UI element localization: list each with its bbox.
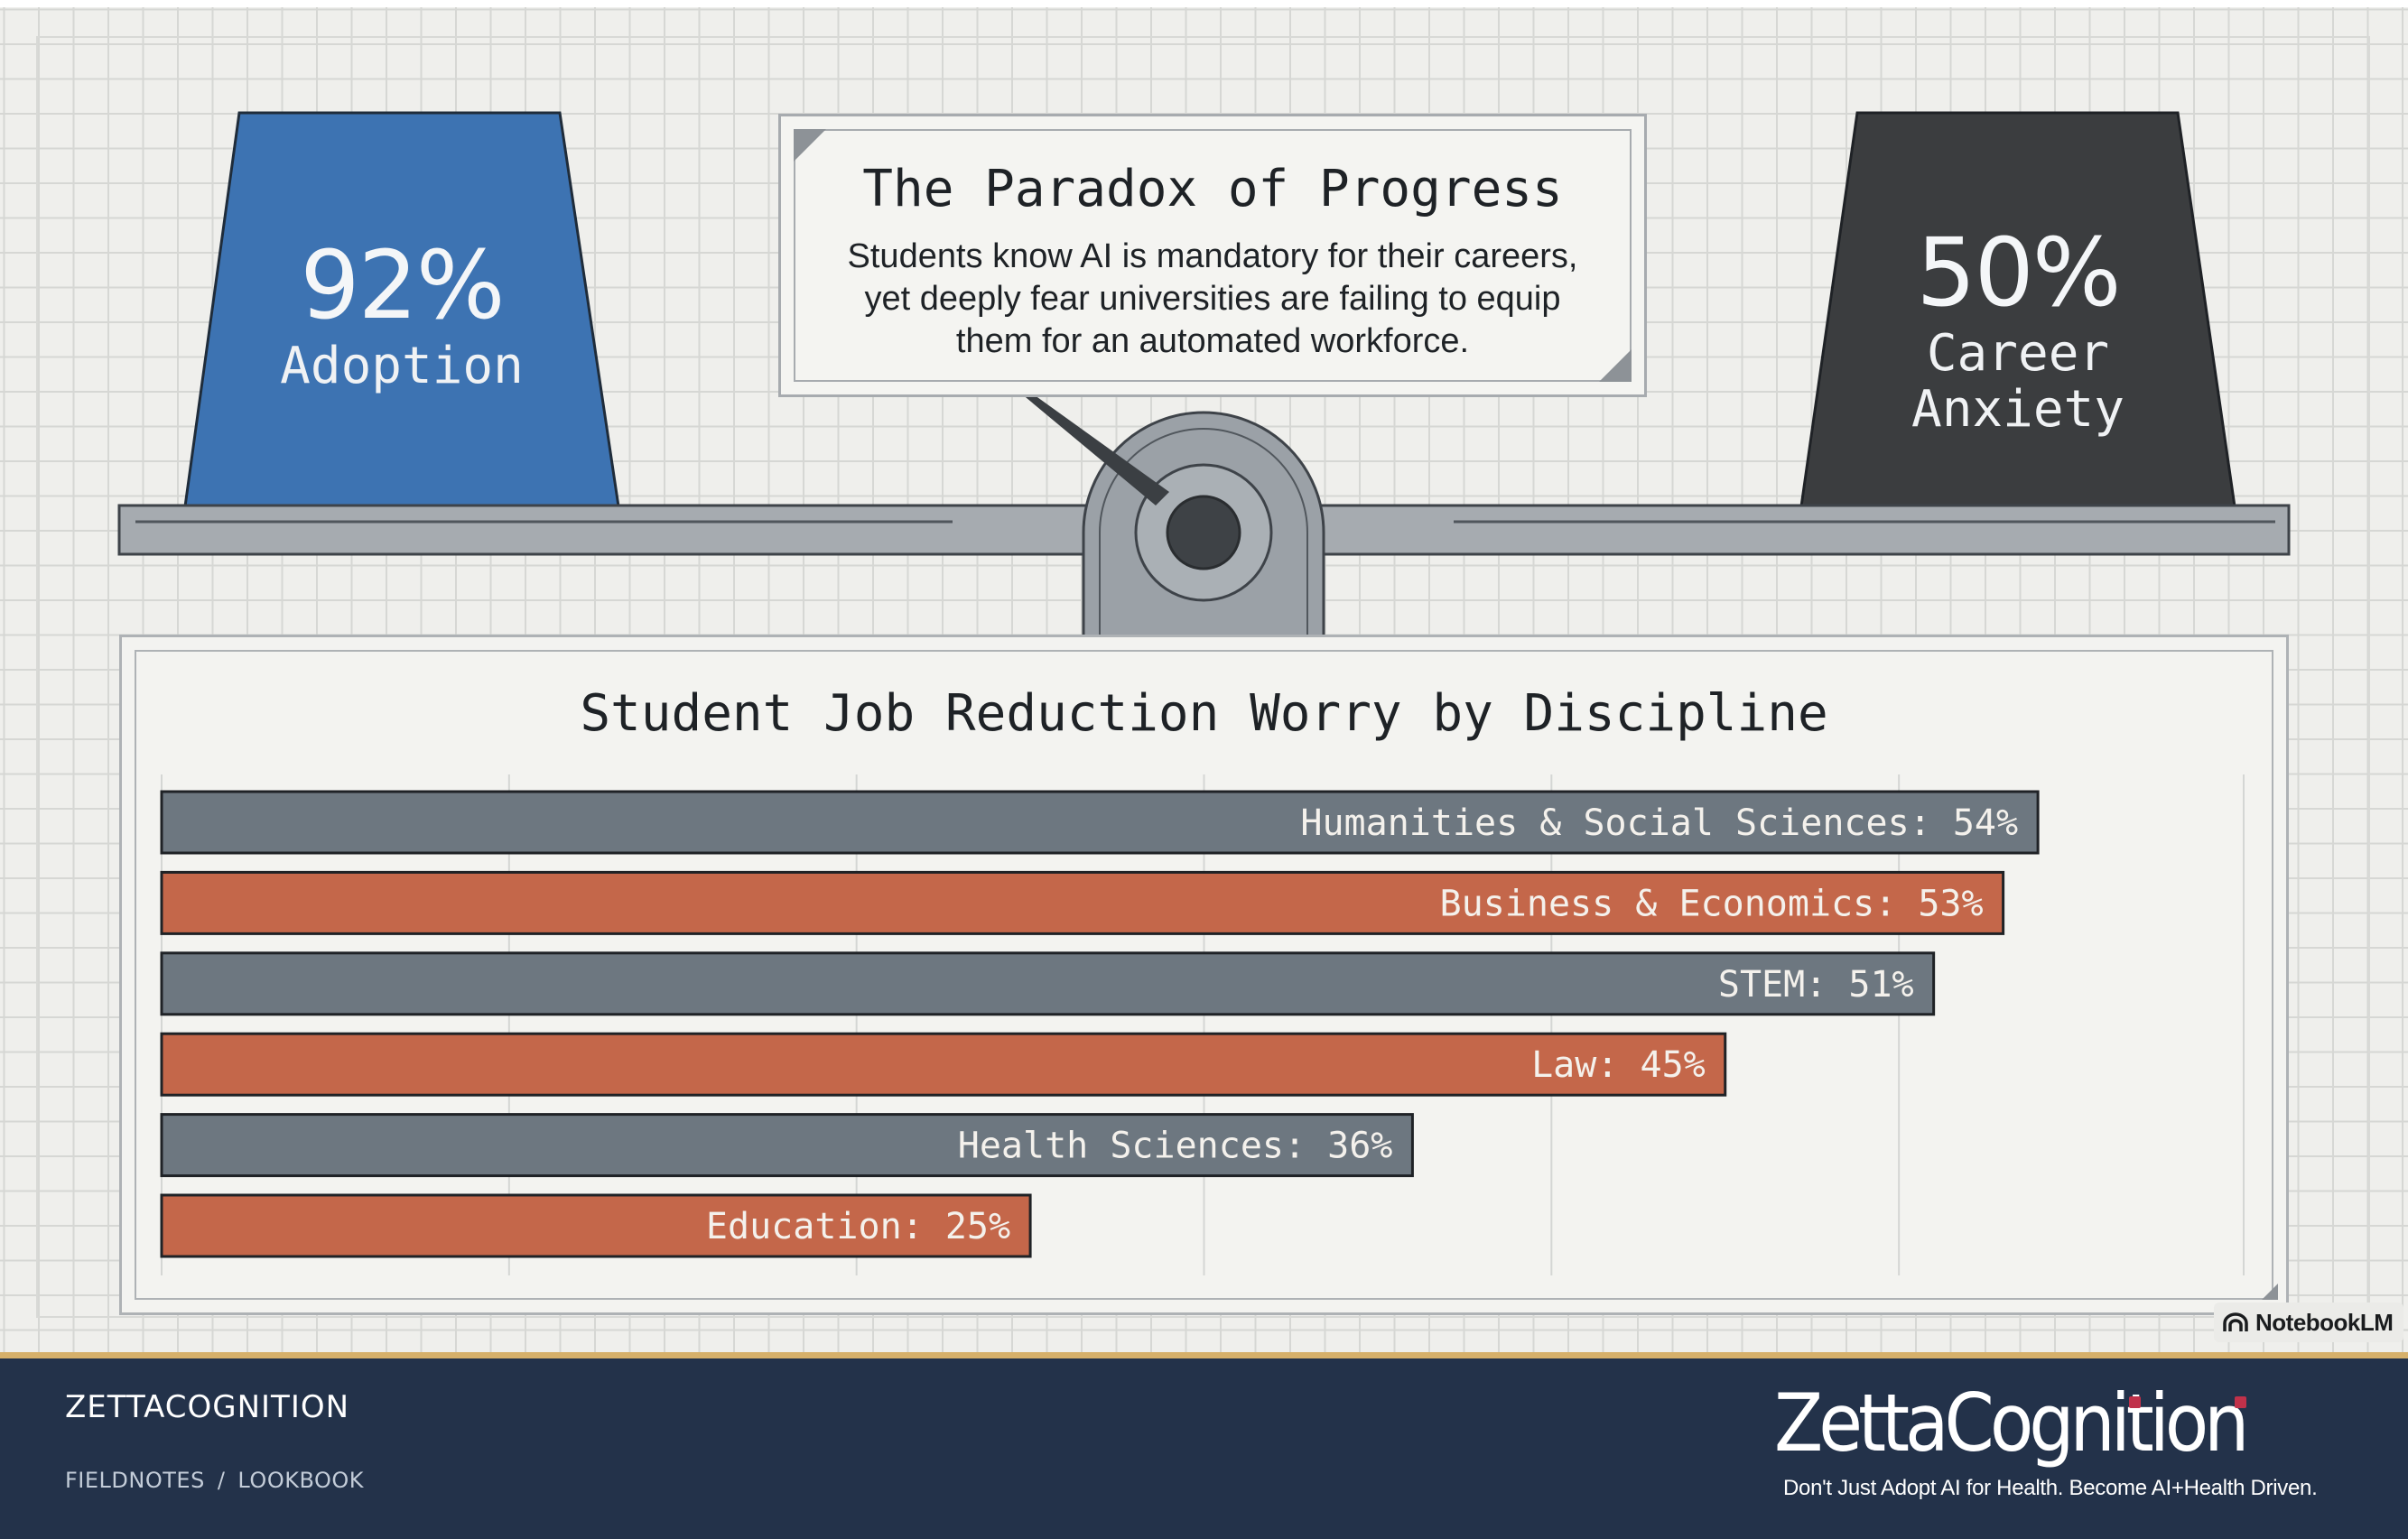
bar-label-3: Law: 45% bbox=[1531, 1044, 1706, 1086]
bar-1 bbox=[160, 870, 2005, 935]
footer-accent-line bbox=[0, 1352, 2408, 1358]
bar-label-2: STEM: 51% bbox=[1718, 964, 1914, 1006]
breadcrumb-separator: / bbox=[217, 1468, 226, 1493]
adoption-value: 92% bbox=[300, 230, 505, 340]
career-anxiety-label-line2: Anxiety bbox=[1911, 380, 2124, 439]
notebooklm-label: NotebookLM bbox=[2255, 1309, 2394, 1336]
pointer-needle bbox=[989, 366, 1169, 505]
notebooklm-icon bbox=[2223, 1312, 2248, 1331]
chart-title: Student Job Reduction Worry by Disciplin… bbox=[580, 684, 1828, 743]
bar-3 bbox=[160, 1032, 1727, 1097]
footer-tagline: Don't Just Adopt AI for Health. Become A… bbox=[1783, 1476, 2318, 1500]
bar-2 bbox=[160, 951, 1936, 1016]
callout-inner-frame bbox=[794, 129, 1632, 382]
adoption-weight: 92% Adoption bbox=[181, 111, 623, 508]
breadcrumb-fieldnotes[interactable]: FIELDNOTES bbox=[65, 1468, 205, 1493]
bar-label-5: Education: 25% bbox=[706, 1206, 1010, 1247]
logo-dot-1 bbox=[2129, 1396, 2141, 1408]
chart-corner-mark bbox=[2262, 1284, 2278, 1300]
callout-body-line2: yet deeply fear universities are failing… bbox=[864, 280, 1561, 318]
fulcrum-pin bbox=[1166, 495, 1241, 570]
callout-corner-marks bbox=[794, 129, 1632, 382]
notebooklm-badge: NotebookLM bbox=[2214, 1303, 2403, 1342]
logo-wordmark: ZettaCognition bbox=[1774, 1377, 2249, 1469]
career-anxiety-label-line1: Career bbox=[1926, 324, 2110, 383]
bar-label-1: Business & Economics: 53% bbox=[1440, 883, 1984, 924]
chart-panel-inner-frame bbox=[135, 650, 2273, 1300]
footer-brand: ZETTACOGNITION bbox=[65, 1389, 350, 1425]
callout-body: Students know AI is mandatory for their … bbox=[817, 236, 1608, 363]
bar-label-4: Health Sciences: 36% bbox=[958, 1126, 1393, 1167]
bar-0 bbox=[160, 790, 2040, 855]
callout-body-line1: Students know AI is mandatory for their … bbox=[847, 237, 1578, 275]
chart-bars: Humanities & Social Sciences: 54% Busines… bbox=[160, 790, 2040, 1258]
zettacognition-logo: ZettaCognition bbox=[1774, 1378, 2352, 1469]
fulcrum-inner-line bbox=[1099, 428, 1308, 650]
callout-body-line3: them for an automated workforce. bbox=[955, 322, 1470, 360]
logo-dot-2 bbox=[2235, 1396, 2246, 1408]
career-anxiety-weight: 50% Career Anxiety bbox=[1797, 111, 2239, 508]
bar-4 bbox=[160, 1113, 1414, 1178]
adoption-label: Adoption bbox=[280, 337, 524, 395]
footer: ZETTACOGNITION FIELDNOTES / LOOKBOOK Zetta… bbox=[0, 1358, 2408, 1539]
breadcrumb-lookbook[interactable]: LOOKBOOK bbox=[237, 1468, 365, 1493]
bar-5 bbox=[160, 1193, 1032, 1258]
breadcrumb: FIELDNOTES / LOOKBOOK bbox=[65, 1468, 364, 1493]
paradox-callout: The Paradox of Progress Students know AI… bbox=[778, 114, 1647, 397]
bar-label-0: Humanities & Social Sciences: 54% bbox=[1300, 802, 2018, 844]
chart-gridlines bbox=[161, 774, 2245, 1275]
callout-title: The Paradox of Progress bbox=[862, 160, 1563, 218]
career-anxiety-value: 50% bbox=[1916, 218, 2121, 328]
